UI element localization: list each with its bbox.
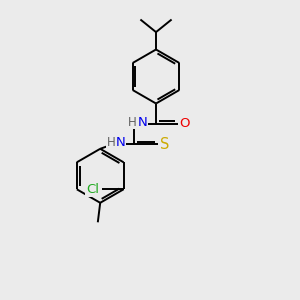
Text: O: O [179, 117, 190, 130]
Text: H: H [128, 116, 137, 129]
Text: N: N [137, 116, 147, 129]
Text: S: S [160, 137, 169, 152]
Text: Cl: Cl [86, 183, 100, 196]
Text: N: N [116, 136, 126, 149]
Text: H: H [106, 136, 115, 149]
